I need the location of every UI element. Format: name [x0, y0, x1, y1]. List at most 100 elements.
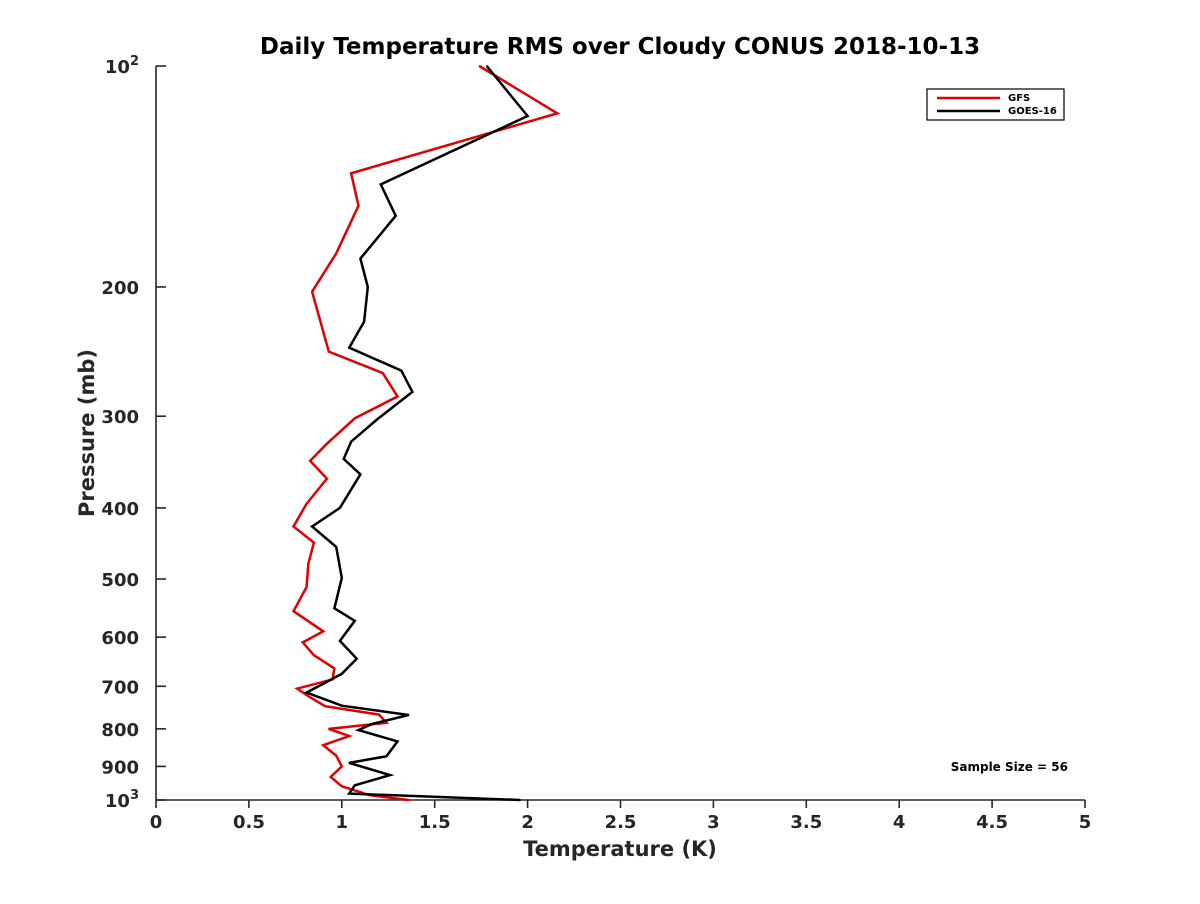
- x-tick-label: 1.5: [419, 812, 451, 833]
- data-point: [357, 729, 360, 731]
- data-point: [355, 657, 358, 660]
- data-point: [305, 691, 308, 694]
- data-point: [305, 503, 308, 505]
- x-tick-label: 3.5: [790, 812, 822, 833]
- y-tick-label: 500: [101, 570, 139, 591]
- data-point: [354, 784, 356, 787]
- data-point: [311, 290, 313, 293]
- y-tick-label: 300: [101, 407, 139, 428]
- data-point: [381, 372, 384, 374]
- data-point: [354, 417, 356, 420]
- data-point: [478, 65, 481, 67]
- x-tick-label: 0.5: [233, 812, 265, 833]
- data-point: [342, 458, 345, 460]
- data-point: [411, 391, 414, 393]
- data-point: [322, 744, 325, 746]
- data-point: [328, 728, 330, 730]
- plot-series: [291, 64, 561, 802]
- data-point: [385, 755, 388, 758]
- data-point: [335, 754, 338, 757]
- data-point: [359, 473, 362, 476]
- data-point: [376, 418, 378, 421]
- x-tick-label: 0: [150, 812, 163, 833]
- data-point: [313, 654, 315, 656]
- x-tick-label: 3: [707, 812, 720, 833]
- data-point: [389, 774, 391, 776]
- data-point: [348, 735, 351, 737]
- data-point: [322, 630, 325, 633]
- data-point: [354, 620, 356, 622]
- data-point: [341, 673, 343, 675]
- y-tick-label: 102: [105, 54, 139, 78]
- data-point: [296, 687, 299, 690]
- data-point: [333, 607, 336, 610]
- data-point: [339, 507, 341, 509]
- x-tick-label: 5: [1079, 812, 1092, 833]
- data-point: [329, 776, 332, 778]
- data-point: [307, 562, 310, 565]
- data-point: [341, 765, 343, 768]
- data-point: [350, 172, 352, 175]
- data-point: [348, 762, 351, 764]
- data-point: [313, 541, 315, 544]
- data-point: [407, 714, 410, 716]
- x-tick-label: 4.5: [976, 812, 1008, 833]
- data-point: [307, 695, 310, 697]
- legend-box: [926, 88, 1065, 121]
- data-point: [339, 640, 341, 642]
- axes: 0 0.5 1 1.5 2 2.5 3 3.5 4 4.5 5 102 200 300 400 500 600 7…: [101, 54, 1091, 833]
- data-point: [385, 722, 388, 724]
- data-point: [519, 799, 521, 801]
- data-point: [350, 440, 352, 443]
- data-point: [348, 792, 351, 795]
- legend-label-goes16: GOES-16: [1008, 106, 1057, 117]
- chart-title: Daily Temperature RMS over Cloudy CONUS …: [260, 34, 980, 60]
- data-point: [348, 346, 351, 349]
- data-point: [363, 320, 365, 323]
- data-point: [341, 577, 343, 579]
- data-point: [407, 799, 410, 801]
- data-point: [326, 477, 328, 480]
- data-point: [359, 257, 362, 260]
- data-point: [305, 586, 308, 588]
- data-point: [328, 350, 330, 353]
- data-point: [556, 112, 559, 115]
- x-tick-label: 2: [521, 812, 534, 833]
- y-tick-label: 400: [101, 499, 139, 520]
- sample-size-annotation: Sample Size = 56: [951, 760, 1068, 774]
- legend-label-gfs: GFS: [1008, 93, 1030, 104]
- data-point: [396, 740, 399, 743]
- x-tick-label: 4: [893, 812, 906, 833]
- data-point: [292, 525, 295, 528]
- data-point: [302, 641, 304, 644]
- data-point: [335, 546, 338, 548]
- data-point: [357, 204, 360, 207]
- data-point: [526, 115, 529, 117]
- data-point: [370, 723, 373, 725]
- y-tick-label: 600: [101, 628, 139, 649]
- x-tick-label: 2.5: [605, 812, 637, 833]
- data-point: [485, 65, 488, 67]
- y-tick-label: 900: [101, 757, 139, 778]
- data-point: [341, 704, 343, 707]
- y-tick-label: 103: [105, 788, 139, 812]
- data-point: [378, 713, 380, 716]
- y-tick-label: 800: [101, 720, 139, 741]
- data-point: [396, 395, 399, 398]
- series-line-gfs: [291, 64, 561, 802]
- x-tick-label: 1: [336, 812, 349, 833]
- data-point: [309, 460, 312, 462]
- data-point: [326, 442, 328, 445]
- data-point: [400, 369, 403, 372]
- y-tick-label: 700: [101, 677, 139, 698]
- data-point: [341, 785, 343, 788]
- data-point: [333, 667, 336, 670]
- data-point: [324, 705, 326, 707]
- data-point: [367, 286, 369, 288]
- x-axis-label: Temperature (K): [523, 837, 717, 861]
- y-axis-label: Pressure (mb): [75, 349, 99, 517]
- y-tick-label: 200: [101, 278, 139, 299]
- legend: GFS GOES-16: [926, 88, 1065, 121]
